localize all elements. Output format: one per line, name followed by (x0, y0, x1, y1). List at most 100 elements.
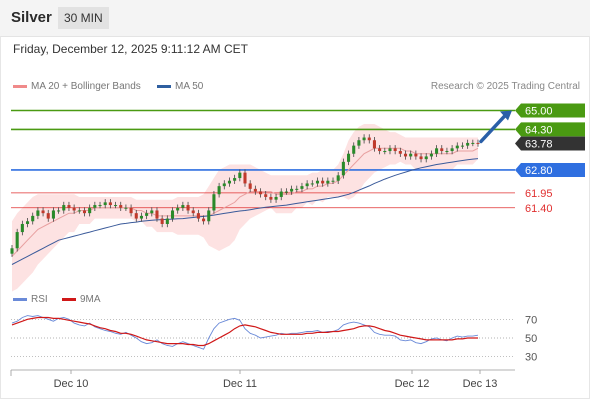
candle-body (222, 183, 226, 187)
candle-body (165, 218, 169, 224)
candle-body (46, 213, 50, 219)
timestamp: Friday, December 12, 2025 9:11:12 AM CET (13, 42, 249, 56)
candle-body (466, 142, 470, 146)
candle-body (145, 213, 149, 216)
candle-body (88, 207, 92, 214)
candle-body (134, 213, 138, 219)
candle-body (269, 196, 273, 200)
candle-body (191, 210, 195, 214)
candle-body (150, 210, 154, 214)
timeframe-button[interactable]: 30 MIN (58, 7, 109, 29)
candle-body (440, 148, 444, 152)
x-tick-label: Dec 12 (395, 378, 430, 390)
level-label-resistance: 64.30 (525, 124, 553, 136)
candle-body (471, 142, 475, 144)
candle-body (238, 172, 242, 179)
instrument-title: Silver (11, 9, 52, 26)
candle-body (445, 151, 449, 153)
level-label-support: 61.95 (525, 188, 553, 200)
candle-body (93, 205, 97, 208)
candle-body (336, 175, 340, 181)
candle-body (326, 180, 330, 184)
candle-body (160, 218, 164, 224)
candle-body (217, 186, 221, 195)
x-tick-label: Dec 13 (463, 378, 498, 390)
rsi-swatch (13, 298, 27, 301)
rsi-ma-line (11, 316, 478, 347)
candle-body (264, 194, 268, 197)
ma50-legend-label: MA 50 (175, 81, 204, 92)
candle-body (388, 148, 392, 152)
candle-body (248, 183, 252, 189)
rsi-legend-label: RSI (31, 294, 48, 305)
candle-body (460, 145, 465, 147)
legend-rsi: RSI (13, 294, 48, 305)
candle-body (119, 205, 123, 208)
candle-body (41, 210, 45, 214)
candle-body (36, 210, 40, 216)
legend-9ma: 9MA (62, 294, 101, 305)
candle-body (310, 183, 314, 185)
candle-body (51, 210, 55, 219)
level-tag-bg (515, 162, 585, 177)
rsi-ma-swatch (62, 298, 76, 301)
candle-body (196, 213, 200, 219)
candle-body (10, 248, 14, 254)
bollinger-legend-label: MA 20 + Bollinger Bands (31, 81, 141, 92)
forecast-arrow (479, 112, 508, 144)
candle-body (207, 210, 211, 222)
ma50-swatch (157, 85, 171, 88)
forecast-arrowhead (500, 110, 512, 121)
candle-body (114, 205, 118, 207)
candle-body (419, 156, 423, 160)
candle-body (139, 215, 143, 219)
candle-body (25, 221, 30, 224)
candle-body (62, 205, 66, 211)
candle-body (77, 210, 81, 212)
level-label-support: 61.40 (525, 203, 553, 215)
candle-body (455, 145, 459, 149)
candle-body (31, 215, 35, 222)
candle-body (15, 232, 19, 249)
level-tag-current: 63.78 (515, 136, 585, 151)
candle-body (108, 202, 112, 206)
candle-body (476, 142, 480, 144)
candle-body (300, 186, 304, 189)
candle-body (227, 180, 232, 184)
candle-body (274, 196, 278, 200)
candle-body (258, 191, 263, 195)
candle-body (347, 153, 351, 162)
level-label-pivot: 62.80 (525, 165, 553, 177)
candle-body (186, 205, 190, 211)
candle-body (424, 156, 428, 160)
legend-ma50: MA 50 (157, 81, 203, 92)
candle-body (176, 207, 180, 211)
candle-body (321, 180, 325, 184)
level-label-resistance: 65.00 (525, 106, 553, 118)
legend-bollinger: MA 20 + Bollinger Bands (13, 81, 141, 92)
rsi-line (11, 315, 479, 350)
candle-body (435, 148, 439, 154)
candle-body (103, 202, 107, 206)
level-tag-resistance: 64.30 (515, 122, 585, 137)
level-tag-bg (515, 122, 585, 137)
candle-body (155, 210, 159, 219)
level-tag-bg (515, 136, 585, 151)
candle-body (409, 153, 413, 157)
candle-body (414, 153, 418, 157)
bollinger-swatch (13, 85, 27, 88)
candle-body (367, 137, 371, 141)
level-label-current: 63.78 (525, 138, 553, 150)
candle-body (290, 188, 294, 192)
candle-body (279, 191, 283, 197)
candle-body (181, 205, 185, 208)
rsi-tick-label: 30 (525, 352, 537, 364)
candle-body (429, 153, 433, 157)
top-bar: Silver 30 MIN (0, 0, 590, 37)
candle-body (67, 205, 71, 208)
candle-body (129, 207, 133, 214)
candle-body (403, 153, 408, 157)
candle-body (331, 180, 335, 182)
candle-body (212, 194, 216, 211)
